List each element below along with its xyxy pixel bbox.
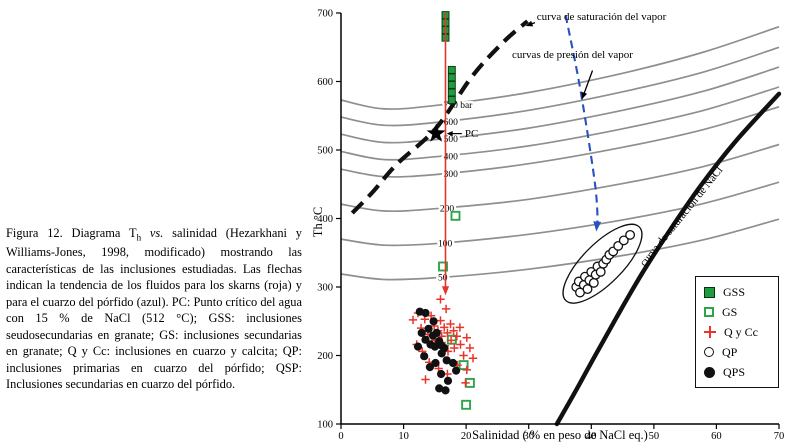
axes: 100 200 300 400 500 600 700 0 10 20 30 40 50 60 70 (317, 9, 784, 442)
arrowhead (446, 131, 453, 137)
arrowhead (441, 286, 450, 296)
y-tick-label: 600 (317, 77, 333, 88)
critical-point-label: PC (465, 128, 478, 140)
vapor-saturation-label: curva de saturación del vapor (537, 11, 667, 23)
caption-text: h (136, 232, 142, 243)
x-tick-label: 30 (523, 431, 534, 442)
x-tick-label: 10 (398, 431, 409, 442)
circle-filled-icon (704, 366, 715, 378)
series-q-y-cc (408, 295, 478, 388)
critical-point-star (426, 123, 446, 142)
chart-area: 750 bar60050040030020010050PCcurva de sa… (304, 0, 804, 442)
series-qp (571, 229, 636, 298)
y-tick-label: 400 (317, 214, 333, 225)
plus-icon (704, 326, 716, 338)
th-salinity-chart: 750 bar60050040030020010050PCcurva de sa… (317, 9, 784, 442)
caption-text: Figura 12. Diagrama T (6, 226, 137, 240)
x-tick-label: 40 (586, 431, 597, 442)
legend-item-q-y-cc: Q y Cc (704, 324, 770, 340)
arrowhead (525, 20, 534, 27)
y-tick-label: 300 (317, 283, 333, 294)
y-tick-label: 500 (317, 146, 333, 157)
legend-item-qps: QPS (704, 364, 770, 380)
caption-text: salinidad (Hezarkhani y Williams-Jones, … (6, 226, 303, 392)
y-tick-label: 100 (317, 420, 333, 431)
square-filled-icon (704, 286, 715, 298)
caption-text: vs. (149, 226, 164, 240)
x-tick-label: 0 (338, 431, 343, 442)
x-tick-label: 70 (774, 431, 785, 442)
arrowhead (581, 91, 588, 100)
caption-text (141, 226, 150, 240)
legend-item-gss: GSS (704, 284, 770, 300)
porphyry-fluid-trend-arrow (564, 14, 599, 232)
y-tick-label: 700 (317, 9, 333, 20)
x-tick-label: 50 (649, 431, 660, 442)
vapor-saturation-curve (350, 19, 529, 215)
legend-label: QPS (723, 364, 746, 379)
legend-label: GSS (723, 284, 746, 299)
legend-label: Q y Cc (724, 324, 758, 339)
legend-item-qp: QP (704, 344, 770, 360)
series-qps (413, 307, 461, 395)
x-tick-label: 60 (711, 431, 722, 442)
chart-legend: GSS GS Q y Cc QP QPS (695, 276, 779, 388)
nacl-saturation-label: curva de saturación de NaCl (638, 164, 726, 268)
square-open-icon (704, 307, 714, 317)
circle-open-icon (704, 347, 714, 357)
arrowhead (593, 221, 602, 232)
y-axis-title: Th °C (311, 206, 325, 238)
x-tick-label: 20 (461, 431, 472, 442)
nacl-saturation-curve (554, 91, 782, 427)
legend-label: GS (722, 304, 738, 319)
legend-label: QP (722, 344, 738, 359)
x-axis-title: Salinidad ( % en peso de NaCl eq.) (472, 428, 648, 442)
qp-cluster-ellipse (562, 223, 643, 304)
series-gss (441, 11, 456, 104)
pressure-curves-label: curvas de presión del vapor (512, 49, 633, 61)
isobar-label: 50 (438, 274, 448, 284)
figure-caption: Figura 12. Diagrama Th vs. salinidad (He… (6, 225, 302, 393)
y-tick-label: 200 (317, 351, 333, 362)
legend-item-gs: GS (704, 304, 770, 320)
